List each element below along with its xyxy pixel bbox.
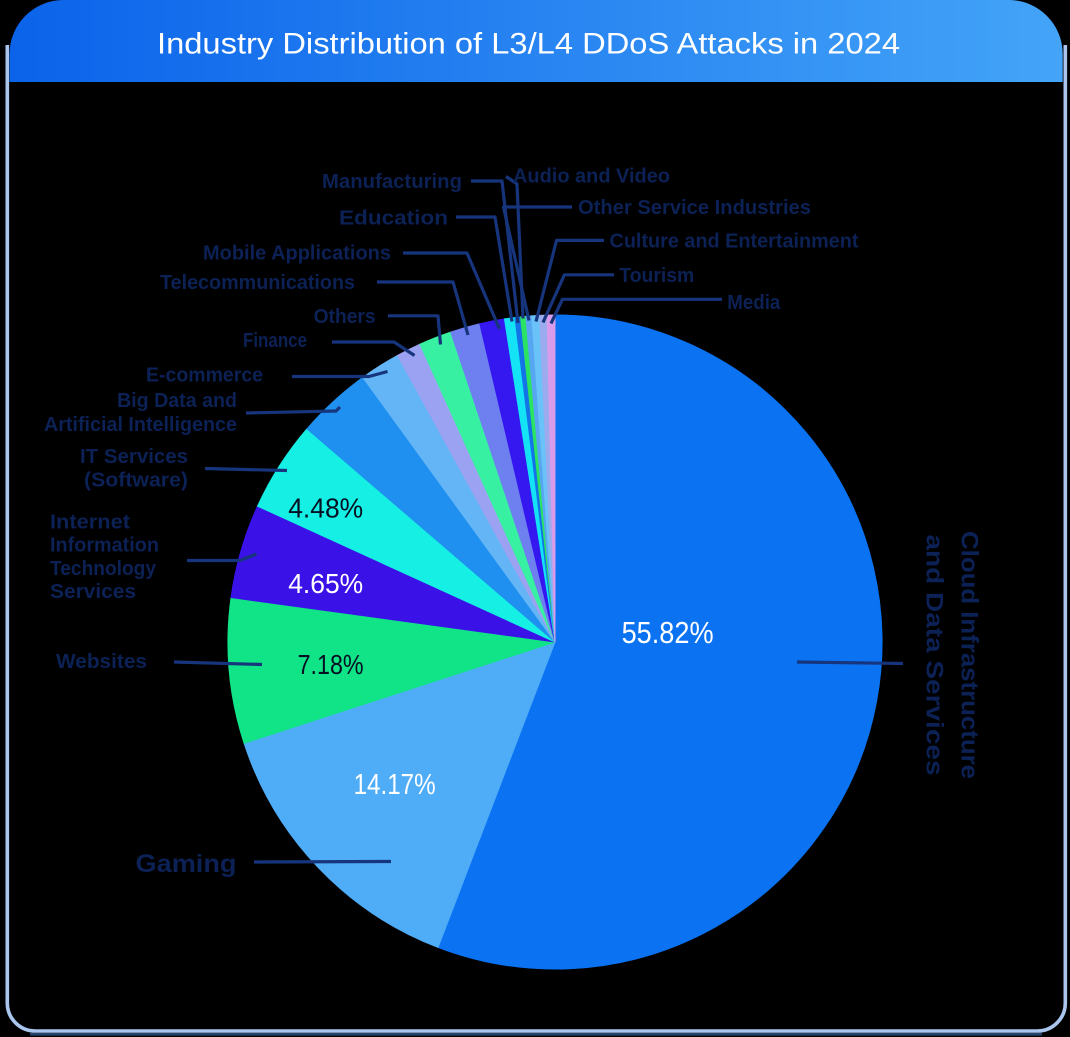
svg-text:Websites: Websites [56, 651, 147, 673]
svg-text:Education: Education [339, 207, 448, 229]
svg-text:Tourism: Tourism [619, 265, 694, 287]
svg-text:Big Data and: Big Data and [117, 390, 237, 412]
svg-text:Culture and Entertainment: Culture and Entertainment [610, 230, 859, 252]
svg-text:Industry Distribution of L3/L4: Industry Distribution of L3/L4 DDoS Atta… [157, 28, 900, 61]
svg-text:Gaming: Gaming [136, 850, 237, 878]
svg-text:Internet: Internet [50, 512, 130, 534]
svg-text:IT Services: IT Services [80, 446, 188, 468]
svg-text:(Software): (Software) [84, 470, 188, 492]
svg-text:Telecommunications: Telecommunications [160, 272, 355, 294]
svg-text:14.17%: 14.17% [354, 769, 436, 801]
svg-text:E-commerce: E-commerce [146, 365, 263, 387]
svg-text:and Data Services: and Data Services [921, 535, 948, 776]
svg-text:Mobile Applications: Mobile Applications [203, 243, 391, 265]
svg-text:Others: Others [314, 306, 376, 328]
svg-text:55.82%: 55.82% [622, 615, 714, 650]
svg-text:4.65%: 4.65% [288, 568, 363, 599]
svg-text:Manufacturing: Manufacturing [322, 171, 462, 193]
svg-text:Media: Media [727, 292, 781, 314]
svg-text:Cloud Infrastructure: Cloud Infrastructure [956, 531, 983, 779]
svg-text:Other Service Industries: Other Service Industries [578, 197, 811, 219]
svg-text:Services: Services [50, 581, 136, 603]
svg-text:Technology: Technology [50, 558, 157, 580]
svg-text:4.48%: 4.48% [288, 492, 363, 523]
svg-text:7.18%: 7.18% [298, 649, 364, 680]
svg-text:Finance: Finance [243, 330, 307, 352]
svg-text:Artificial Intelligence: Artificial Intelligence [44, 414, 237, 436]
svg-text:Information: Information [50, 535, 159, 557]
svg-text:Audio and Video: Audio and Video [513, 166, 670, 188]
